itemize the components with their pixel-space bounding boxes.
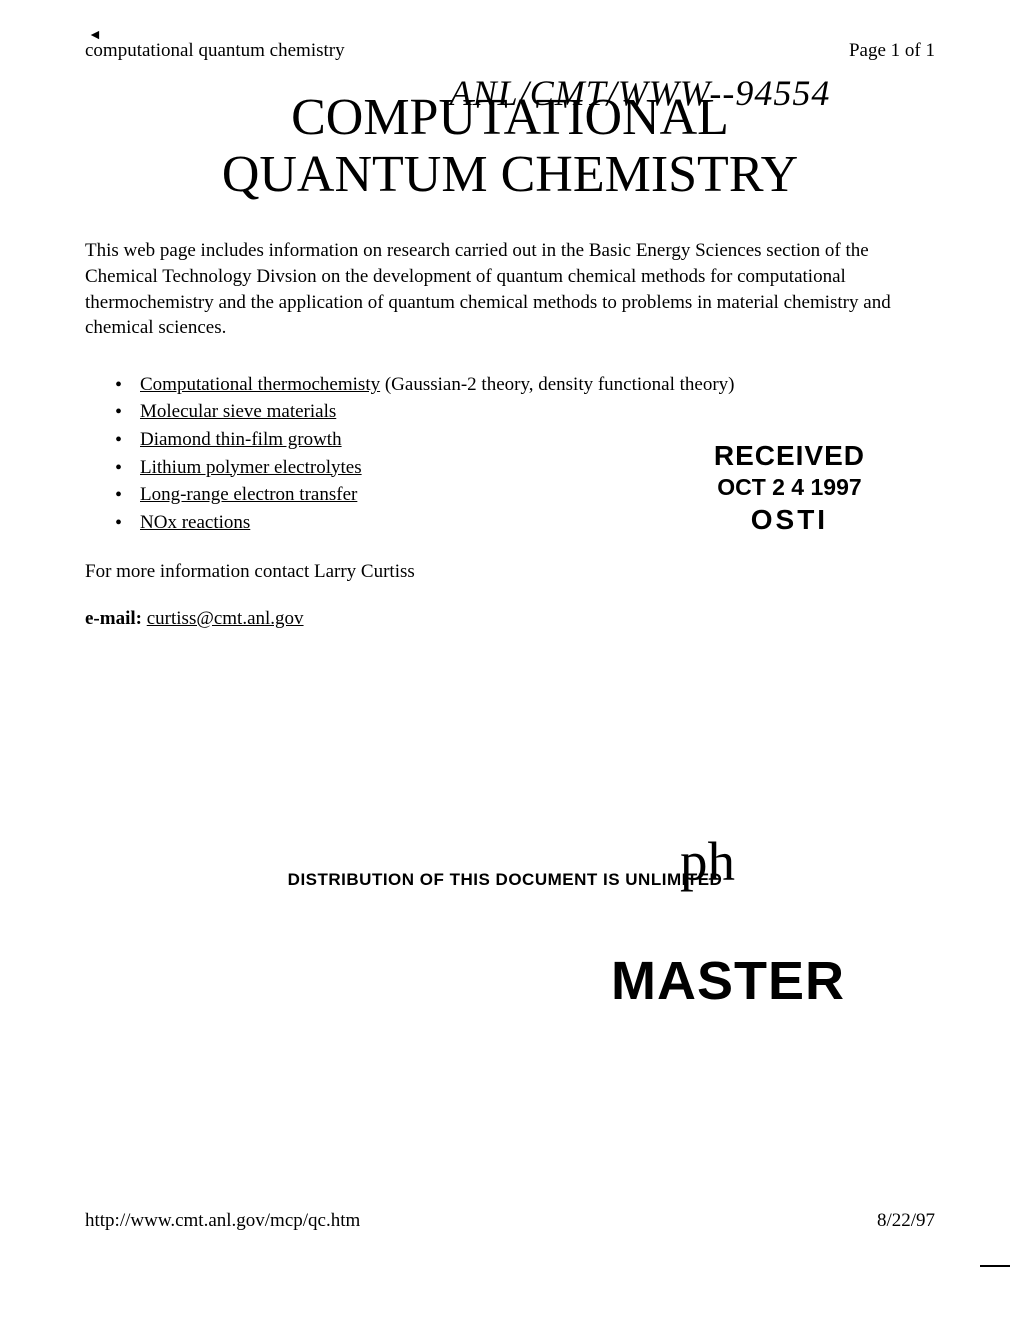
topic-link[interactable]: Diamond thin-film growth (140, 429, 342, 450)
page-footer: http://www.cmt.anl.gov/mcp/qc.htm 8/22/9… (85, 1210, 935, 1232)
email-line: e-mail: curtiss@cmt.anl.gov (85, 608, 935, 630)
received-stamp: RECEIVED OCT 2 4 1997 OSTI (714, 440, 865, 536)
list-item: Computational thermochemisty (Gaussian-2… (140, 371, 935, 399)
footer-date: 8/22/97 (877, 1210, 935, 1232)
topic-link[interactable]: Lithium polymer electrolytes (140, 457, 362, 478)
email-address[interactable]: curtiss@cmt.anl.gov (147, 608, 304, 629)
header-page-number: Page 1 of 1 (849, 40, 935, 62)
topic-link[interactable]: Computational thermochemisty (140, 374, 380, 395)
stamp-osti-text: OSTI (714, 504, 865, 536)
topic-text: (Gaussian-2 theory, density functional t… (380, 374, 734, 395)
header-left-text: computational quantum chemistry (85, 40, 345, 62)
handwritten-initial: ph (680, 830, 735, 893)
tick-mark: ◄ (88, 28, 102, 44)
stamp-received-text: RECEIVED (714, 440, 865, 472)
contact-line: For more information contact Larry Curti… (85, 561, 935, 583)
list-item: Molecular sieve materials (140, 398, 935, 426)
stamp-date-text: OCT 2 4 1997 (714, 474, 865, 501)
footer-url: http://www.cmt.anl.gov/mcp/qc.htm (85, 1210, 360, 1232)
topic-link[interactable]: NOx reactions (140, 512, 250, 533)
topic-link[interactable]: Molecular sieve materials (140, 401, 336, 422)
topic-link[interactable]: Long-range electron transfer (140, 484, 357, 505)
page-header: computational quantum chemistry Page 1 o… (85, 40, 935, 62)
intro-paragraph: This web page includes information on re… (85, 238, 935, 341)
title-line-2: QUANTUM CHEMISTRY (85, 146, 935, 203)
corner-mark (980, 1265, 1010, 1267)
distribution-text: DISTRIBUTION OF THIS DOCUMENT IS UNLIMIT… (288, 870, 723, 889)
email-label: e-mail: (85, 608, 147, 629)
handwritten-document-id: ANL/CMT/WWW--94554 (215, 72, 1020, 114)
master-stamp: MASTER (611, 950, 845, 1012)
distribution-statement: DISTRIBUTION OF THIS DOCUMENT IS UNLIMIT… (265, 870, 745, 890)
